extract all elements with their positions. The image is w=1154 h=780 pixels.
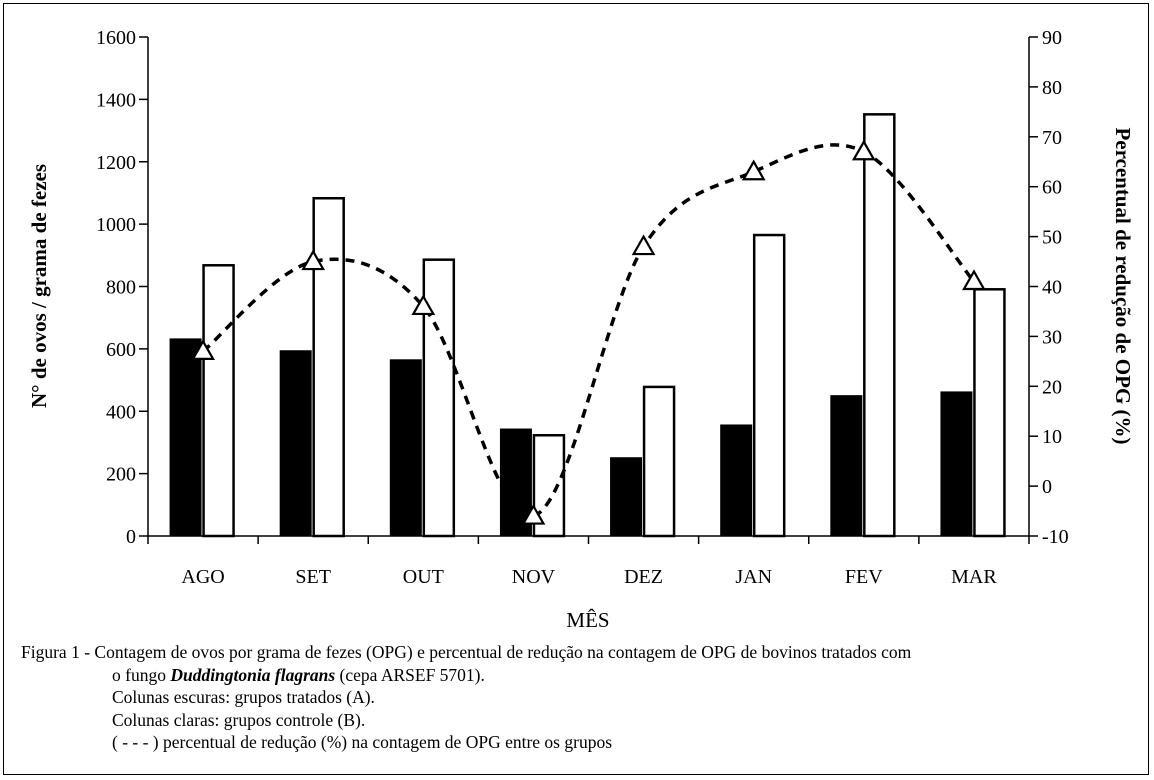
y-tick-label-left: 1600 (96, 27, 136, 49)
caption-line-4: Colunas claras: grupos controle (B). (112, 709, 366, 730)
bar-a-set (279, 350, 312, 537)
bar-b-fev (863, 113, 896, 538)
reduction-point-mar (962, 269, 986, 291)
bar-b-out (422, 258, 456, 538)
bar-a-fev (830, 395, 863, 537)
bar-b-set (312, 196, 345, 538)
x-tick-label-dez: DEZ (624, 566, 663, 588)
y-tick-label-right: 50 (1042, 227, 1062, 249)
y-tick-label-right: 60 (1042, 177, 1062, 199)
y-tick-label-left: 1000 (96, 214, 136, 236)
reduction-line (201, 143, 976, 518)
bar-a-mar (940, 391, 973, 537)
reduction-point-nov (521, 503, 546, 525)
reduction-point-fev (851, 139, 876, 161)
y-tick-label-right: 30 (1042, 326, 1062, 348)
x-tick-label-mar: MAR (951, 566, 997, 588)
caption-fungus-name: Duddingtonia flagrans (170, 664, 336, 685)
caption-line-3: Colunas escuras: grupos tratados (A). (112, 687, 375, 707)
y-tick-label-right: 10 (1042, 426, 1062, 448)
line-layer (191, 139, 986, 525)
y-tick-label-left: 0 (126, 526, 136, 548)
y-tick-label-right: 0 (1042, 476, 1052, 498)
bars-layer (169, 113, 1006, 538)
y-tick-label-left: 200 (106, 464, 136, 486)
x-tick-label-fev: FEV (845, 566, 883, 588)
bar-a-out (389, 359, 422, 537)
figure-frame (3, 3, 1149, 775)
bar-a-dez (610, 457, 643, 537)
y-tick-label-left: 1200 (96, 152, 136, 174)
y-tick-label-right: 40 (1042, 277, 1062, 299)
y-tick-label-left: 800 (106, 277, 136, 299)
caption-line-2: o fungo Duddingtonia flagrans (cepa ARSE… (21, 664, 1141, 687)
x-tick-label-set: SET (295, 566, 331, 588)
y-tick-label-right: 80 (1042, 77, 1062, 99)
axes-layer: AGO SET OUT NOV DEZ JAN FEV MAR0200400600800100… (96, 27, 1069, 588)
y-axis-title: N° de ovos / grama de fezes (27, 164, 51, 408)
y-tick-label-left: 1400 (96, 89, 136, 111)
bar-b-mar (973, 288, 1006, 538)
y-tick-label-right: 70 (1042, 127, 1062, 149)
bar-a-ago (169, 338, 202, 537)
figure-caption: Figura 1 - Contagem de ovos por grama de… (21, 641, 1141, 754)
bar-b-dez (642, 385, 676, 538)
reduction-point-jan (741, 159, 766, 181)
x-tick-label-jan: JAN (735, 566, 772, 588)
reduction-point-dez (631, 234, 656, 256)
x-axis-title: MÊS (566, 608, 609, 632)
y-axis-right-title: Percentual de redução de OPG (%) (1111, 127, 1135, 444)
y-tick-label-right: 20 (1042, 376, 1062, 398)
reduction-point-ago (191, 339, 215, 360)
y-tick-label-right: -10 (1042, 526, 1069, 548)
bar-b-jan (752, 233, 786, 538)
reduction-point-set (301, 249, 326, 271)
chart: AGO SET OUT NOV DEZ JAN FEV MAR0200400600800100… (27, 27, 1135, 632)
y-tick-label-left: 400 (106, 401, 136, 423)
x-tick-label-out: OUT (403, 566, 444, 588)
reduction-point-out (411, 294, 436, 316)
caption-line-2-suffix: (cepa ARSEF 5701). (335, 664, 485, 685)
x-tick-label-ago: AGO (181, 566, 224, 588)
caption-line-2-prefix: o fungo (112, 664, 171, 685)
caption-line-1: Figura 1 - Contagem de ovos por grama de… (21, 642, 912, 662)
bar-a-jan (720, 424, 753, 537)
y-tick-label-right: 90 (1042, 27, 1062, 49)
x-tick-label-nov: NOV (512, 566, 556, 588)
bar-b-ago (202, 264, 235, 538)
caption-line-5: ( - - - ) percentual de redução (%) na c… (112, 732, 613, 752)
y-tick-label-left: 600 (106, 339, 136, 361)
